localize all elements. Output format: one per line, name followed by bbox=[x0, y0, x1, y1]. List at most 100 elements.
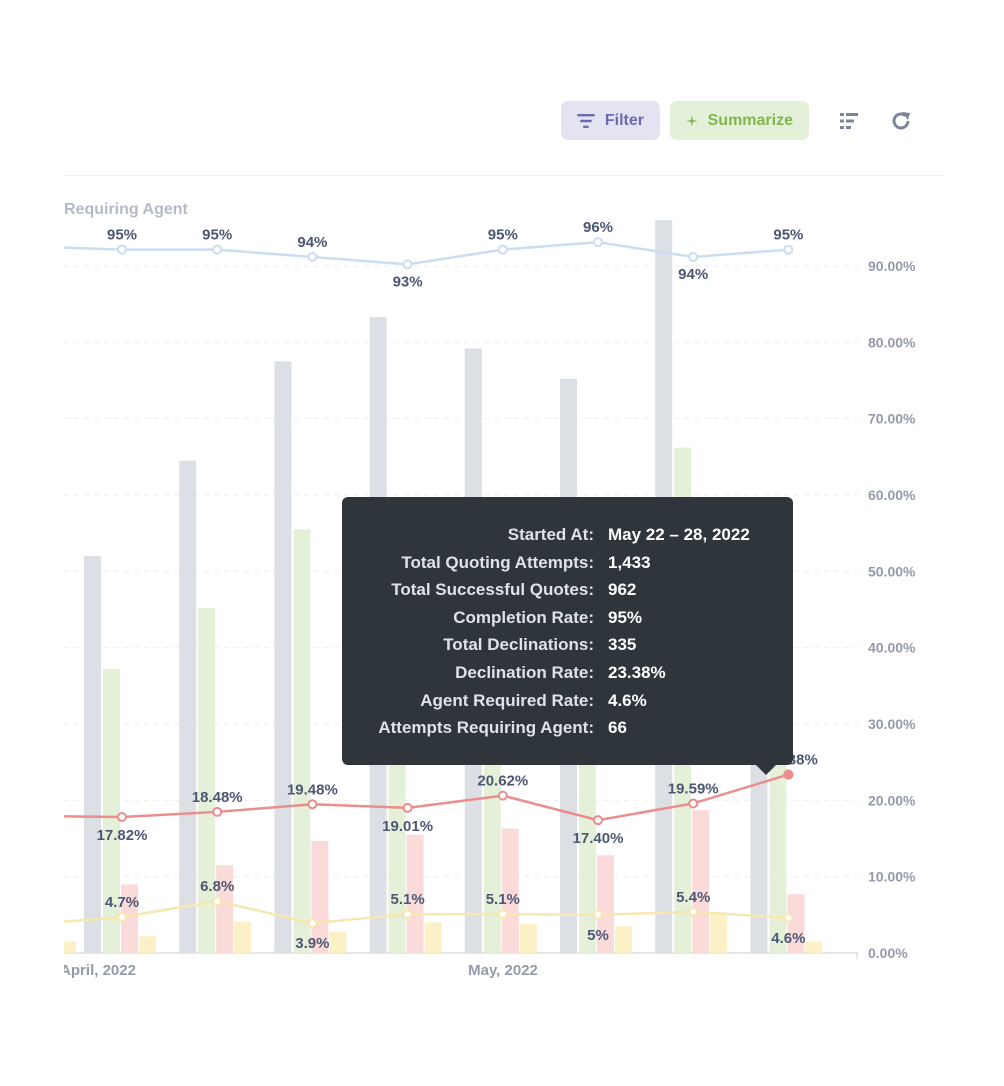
completion-rate-point bbox=[688, 251, 699, 262]
agent-rate-label: 3.9% bbox=[295, 935, 329, 952]
completion-rate-point bbox=[402, 259, 413, 270]
bar-declinations bbox=[216, 865, 234, 953]
completion-rate-label: 95% bbox=[107, 227, 137, 244]
bar-agent bbox=[234, 921, 252, 953]
completion-rate-point bbox=[117, 244, 127, 255]
y-tick-label: 50.00% bbox=[868, 563, 916, 579]
declination-rate-active-point bbox=[783, 769, 794, 780]
bar-successful bbox=[388, 762, 406, 953]
legend-partial-label: Requiring Agent bbox=[64, 201, 189, 218]
bar-successful bbox=[103, 669, 120, 953]
agent-rate-label: 6.8% bbox=[200, 878, 234, 895]
y-tick-label: 20.00% bbox=[868, 792, 916, 808]
bar-agent bbox=[805, 941, 823, 953]
tooltip-value: 962 bbox=[608, 580, 637, 600]
bar-agent bbox=[139, 936, 156, 953]
bar-attempts bbox=[84, 556, 101, 953]
bar-declinations bbox=[787, 894, 805, 953]
declination-rate-label: 18.48% bbox=[192, 789, 243, 806]
bar-agent bbox=[710, 913, 728, 953]
left-clip bbox=[0, 180, 64, 1000]
bar-declinations bbox=[692, 810, 710, 953]
y-tick-label: 40.00% bbox=[868, 640, 916, 656]
tooltip-row: Total Successful Quotes: 962 bbox=[342, 576, 793, 604]
tooltip-row: Agent Required Rate: 4.6% bbox=[342, 687, 793, 715]
y-tick-label: 60.00% bbox=[868, 487, 916, 503]
bar-attempts bbox=[179, 460, 197, 953]
agent-rate-point bbox=[307, 918, 318, 929]
bar-agent bbox=[329, 931, 347, 953]
x-tick-label: May, 2022 bbox=[468, 962, 538, 979]
bar-agent bbox=[64, 941, 76, 953]
completion-rate-point bbox=[497, 244, 508, 255]
declination-rate-label: 17.40% bbox=[573, 830, 624, 847]
bar-successful bbox=[483, 762, 501, 953]
declination-rate-label: 20.62% bbox=[477, 773, 528, 790]
completion-rate-point bbox=[783, 244, 794, 255]
y-tick-label: 30.00% bbox=[868, 716, 916, 732]
bar-successful bbox=[769, 762, 787, 953]
agent-rate-point bbox=[117, 912, 127, 923]
completion-rate-label: 95% bbox=[488, 227, 518, 244]
y-tick-label: 10.00% bbox=[868, 869, 916, 885]
tooltip-row: Total Quoting Attempts: 1,433 bbox=[342, 549, 793, 577]
declination-rate-point bbox=[402, 802, 413, 813]
y-tick-label: 80.00% bbox=[868, 334, 916, 350]
agent-rate-point bbox=[593, 909, 603, 920]
tooltip-row: Attempts Requiring Agent: 66 bbox=[342, 714, 793, 742]
bar-agent bbox=[519, 923, 537, 953]
refresh-icon[interactable] bbox=[889, 109, 913, 133]
bar-declinations bbox=[501, 828, 519, 953]
tooltip-row: Started At: May 22 – 28, 2022 bbox=[342, 521, 793, 549]
tooltip-label: Attempts Requiring Agent: bbox=[378, 718, 594, 738]
bar-declinations bbox=[121, 884, 138, 953]
filter-button[interactable]: Filter bbox=[561, 101, 660, 140]
tooltip-label: Started At: bbox=[507, 525, 594, 544]
bar-successful bbox=[293, 529, 311, 953]
toolbar-divider bbox=[64, 175, 944, 176]
y-tick-label: 0.00% bbox=[868, 945, 908, 961]
completion-rate-point bbox=[307, 251, 318, 262]
y-tick-label: 90.00% bbox=[868, 258, 916, 274]
tooltip-value: 335 bbox=[608, 635, 637, 655]
bar-attempts bbox=[750, 762, 768, 953]
filter-label: Filter bbox=[604, 111, 644, 129]
tooltip-value: 23.38% bbox=[608, 662, 666, 682]
completion-rate-label: 94% bbox=[678, 266, 708, 283]
toolbar: Filter Summarize bbox=[0, 101, 1004, 141]
bar-successful bbox=[579, 762, 596, 953]
declination-rate-point bbox=[497, 790, 508, 801]
tooltip-value: 95% bbox=[608, 607, 643, 627]
tooltip-label: Agent Required Rate: bbox=[420, 690, 594, 710]
agent-rate-label: 4.7% bbox=[105, 894, 139, 911]
summarize-button[interactable]: Summarize bbox=[670, 101, 809, 140]
chart-tooltip: Started At: May 22 – 28, 2022 Total Quotin… bbox=[342, 497, 793, 775]
tooltip-label: Declination Rate: bbox=[455, 662, 594, 682]
declination-rate-point bbox=[307, 799, 318, 810]
completion-rate-label: 95% bbox=[773, 227, 803, 244]
bar-agent bbox=[424, 922, 442, 953]
summarize-label: Summarize bbox=[707, 111, 793, 129]
agent-rate-label: 4.6% bbox=[771, 930, 805, 947]
agent-rate-label: 5% bbox=[587, 927, 609, 944]
tooltip-value: 4.6% bbox=[608, 690, 647, 710]
declination-rate-label: 19.48% bbox=[287, 781, 338, 798]
declination-rate-label: 19.59% bbox=[668, 780, 719, 797]
agent-rate-label: 5.1% bbox=[486, 891, 520, 908]
bar-successful bbox=[198, 607, 216, 953]
completion-rate-label: 94% bbox=[297, 234, 327, 251]
bar-declinations bbox=[406, 834, 424, 953]
declination-rate-point bbox=[688, 798, 699, 809]
agent-rate-point bbox=[497, 909, 508, 920]
tooltip-value: May 22 – 28, 2022 bbox=[608, 525, 750, 544]
sparkle-icon bbox=[686, 114, 698, 127]
bar-agent bbox=[615, 926, 632, 953]
tooltip-row: Total Declinations: 335 bbox=[342, 631, 793, 659]
agent-rate-point bbox=[402, 909, 413, 920]
tooltip-value: 1,433 bbox=[608, 552, 651, 572]
declination-rate-point bbox=[212, 806, 223, 817]
tooltip-value: 66 bbox=[608, 718, 627, 738]
list-view-icon[interactable] bbox=[838, 109, 862, 133]
tooltip-label: Total Declinations: bbox=[443, 635, 594, 655]
